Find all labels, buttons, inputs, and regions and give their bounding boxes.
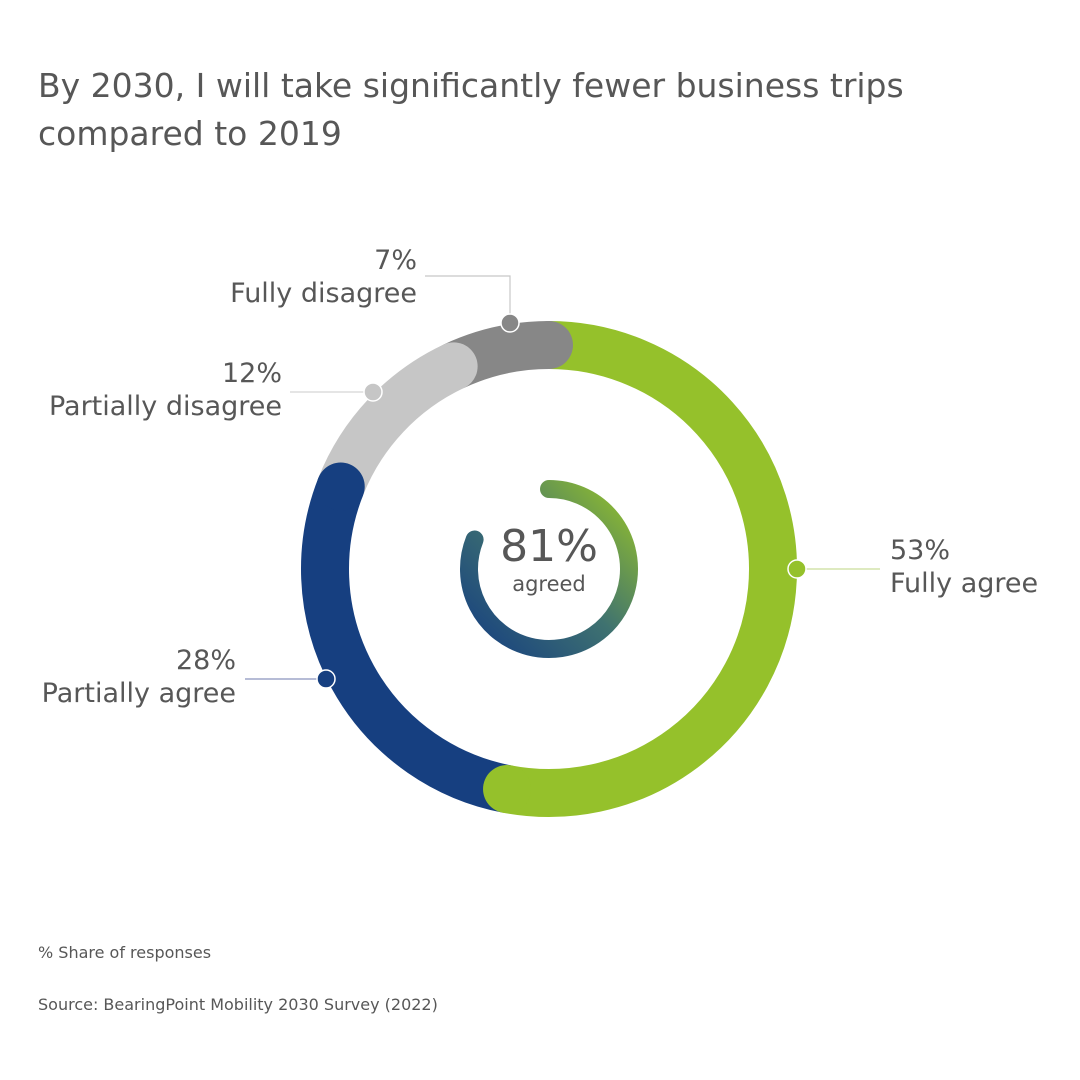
label-value: 53%	[890, 535, 951, 566]
segment-partially-agree	[301, 477, 512, 813]
segment-cap-fully-agree	[483, 765, 532, 814]
center-caption: agreed	[512, 572, 586, 596]
marker-dot-fully-disagree	[500, 313, 520, 333]
center-value: 81%	[500, 521, 598, 572]
marker-dot-partially-disagree	[363, 382, 383, 402]
label-fully-agree: 53% Fully agree	[890, 534, 1038, 600]
label-name: Partially disagree	[48, 391, 282, 422]
label-name: Fully agree	[890, 568, 1039, 599]
label-value: 12%	[221, 358, 282, 389]
segment-partially-disagree	[318, 344, 465, 496]
label-value: 28%	[175, 645, 236, 676]
segment-fully-agree	[502, 321, 797, 817]
label-name: Partially agree	[41, 678, 236, 709]
leader-line-fully-disagree	[425, 275, 511, 314]
label-name: Fully disagree	[230, 278, 417, 309]
label-partially-agree: 28% Partially agree	[42, 644, 236, 710]
agreed-progress-arc	[460, 480, 638, 658]
marker-dot-fully-agree	[787, 559, 807, 579]
chart-title: By 2030, I will take significantly fewer…	[38, 66, 904, 153]
marker-dot-partially-agree	[316, 669, 336, 689]
segment-cap-fully-disagree	[525, 321, 573, 369]
label-fully-disagree: 7% Fully disagree	[230, 244, 417, 310]
label-partially-disagree: 12% Partially disagree	[49, 357, 282, 423]
center-summary: 81% agreed	[449, 521, 649, 597]
segment-cap-partially-disagree	[429, 342, 478, 391]
label-value: 7%	[374, 245, 417, 276]
segment-cap-partially-agree	[316, 462, 365, 511]
footnote: % Share of responses	[38, 943, 212, 962]
source-note: Source: BearingPoint Mobility 2030 Surve…	[38, 995, 438, 1014]
